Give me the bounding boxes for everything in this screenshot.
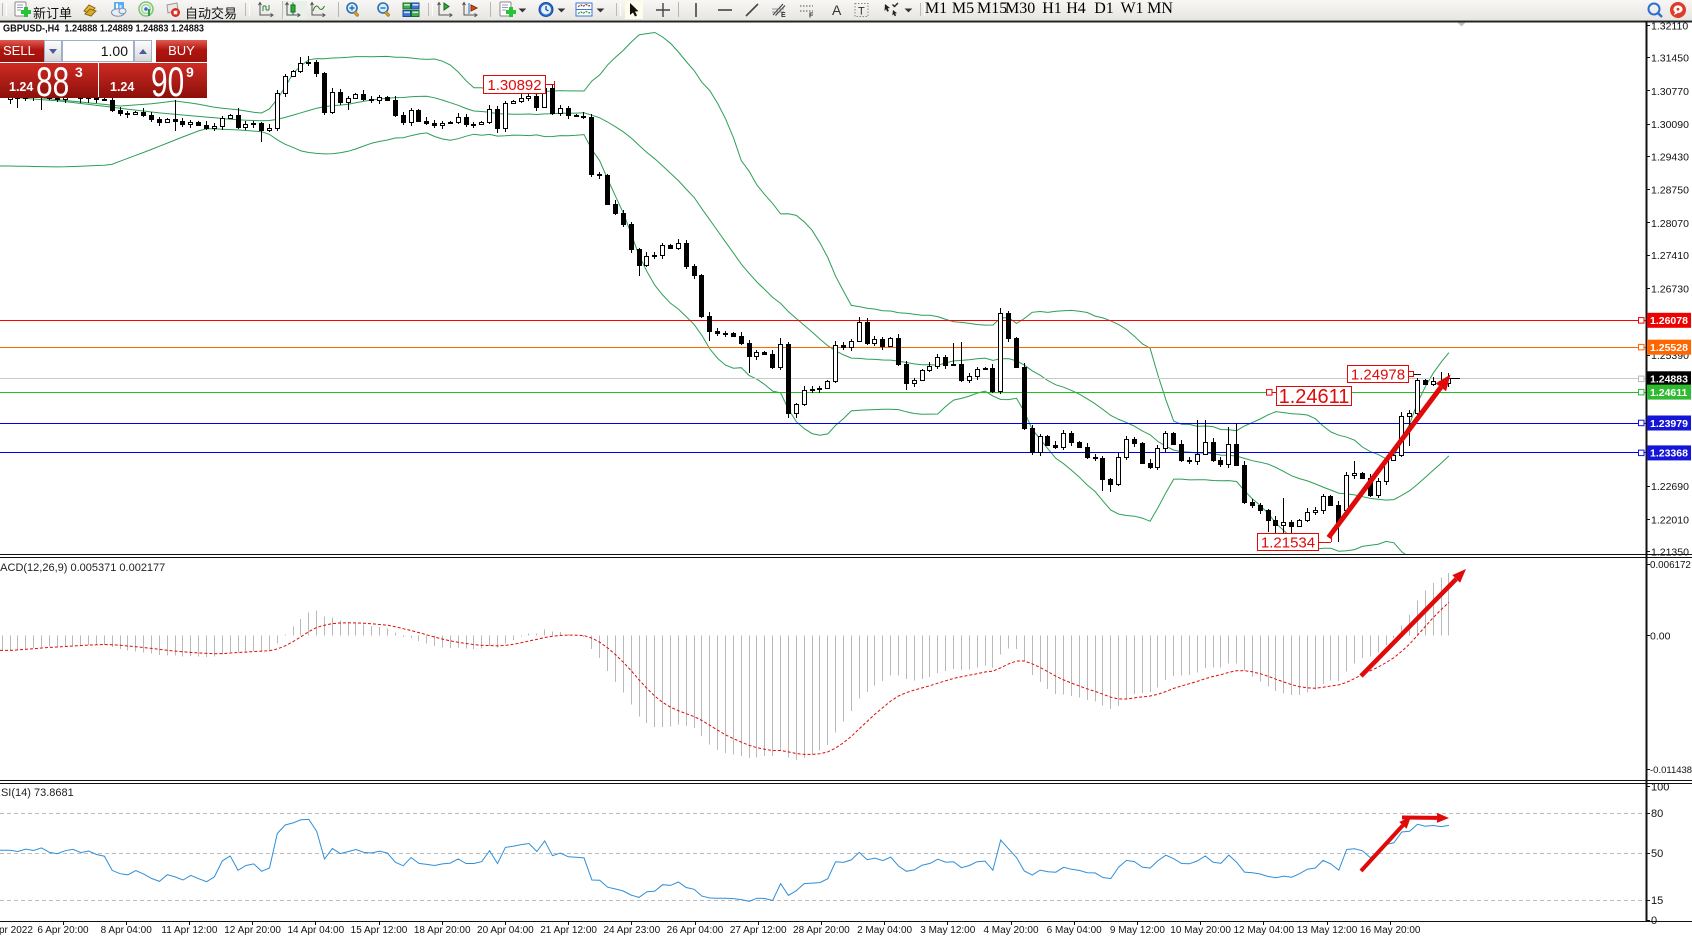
svg-text:1.25528: 1.25528 bbox=[1650, 342, 1688, 354]
svg-text:1.30770: 1.30770 bbox=[1651, 86, 1689, 98]
svg-text:GBPUSD-,H4 1.24888 1.24889 1.: GBPUSD-,H4 1.24888 1.24889 1.24883 1.248… bbox=[3, 23, 204, 35]
svg-text:9 May 12:00: 9 May 12:00 bbox=[1110, 925, 1165, 936]
svg-text:1.26730: 1.26730 bbox=[1651, 283, 1689, 295]
svg-text:1.23368: 1.23368 bbox=[1650, 448, 1688, 460]
svg-text:11 Apr 12:00: 11 Apr 12:00 bbox=[161, 925, 217, 936]
svg-text:1.31450: 1.31450 bbox=[1651, 53, 1689, 65]
svg-text:21 Apr 12:00: 21 Apr 12:00 bbox=[540, 925, 597, 936]
svg-text:3 May 12:00: 3 May 12:00 bbox=[920, 925, 975, 936]
svg-text:1.24611: 1.24611 bbox=[1650, 387, 1688, 399]
svg-text:24 Apr 23:00: 24 Apr 23:00 bbox=[603, 925, 660, 936]
svg-text:1.30090: 1.30090 bbox=[1651, 119, 1689, 131]
svg-text:50: 50 bbox=[1651, 848, 1663, 860]
svg-text:0.00: 0.00 bbox=[1650, 631, 1671, 643]
svg-text:A: A bbox=[832, 2, 842, 18]
svg-text:27 Apr 12:00: 27 Apr 12:00 bbox=[730, 925, 787, 936]
svg-text:4 May 20:00: 4 May 20:00 bbox=[983, 925, 1038, 936]
svg-text:F: F bbox=[809, 13, 814, 20]
svg-text:13 May 12:00: 13 May 12:00 bbox=[1297, 925, 1358, 936]
svg-text:12 May 04:00: 12 May 04:00 bbox=[1233, 925, 1294, 936]
svg-text:E: E bbox=[781, 12, 786, 19]
svg-text:1.21350: 1.21350 bbox=[1651, 547, 1689, 559]
svg-text:1.24883: 1.24883 bbox=[1650, 374, 1688, 386]
svg-text:1.22690: 1.22690 bbox=[1651, 481, 1689, 493]
svg-text:14 Apr 04:00: 14 Apr 04:00 bbox=[287, 925, 344, 936]
svg-text:0: 0 bbox=[1651, 915, 1657, 927]
svg-text:28 Apr 20:00: 28 Apr 20:00 bbox=[793, 925, 850, 936]
svg-text:pr 2022: pr 2022 bbox=[0, 925, 33, 936]
svg-text:1.22010: 1.22010 bbox=[1651, 514, 1689, 526]
svg-text:1.26078: 1.26078 bbox=[1650, 315, 1688, 327]
svg-text:2 May 04:00: 2 May 04:00 bbox=[857, 925, 912, 936]
svg-text:1.30892: 1.30892 bbox=[487, 77, 541, 94]
svg-text:1.28070: 1.28070 bbox=[1651, 218, 1689, 230]
svg-text:-0.011438: -0.011438 bbox=[1650, 765, 1692, 776]
svg-text:1.29430: 1.29430 bbox=[1651, 151, 1689, 163]
svg-text:16 May 20:00: 16 May 20:00 bbox=[1360, 925, 1421, 936]
svg-text:T: T bbox=[858, 6, 865, 18]
svg-text:8 Apr 04:00: 8 Apr 04:00 bbox=[101, 925, 153, 936]
svg-text:6 May 04:00: 6 May 04:00 bbox=[1047, 925, 1102, 936]
svg-text:1.23979: 1.23979 bbox=[1650, 418, 1688, 430]
svg-text:80: 80 bbox=[1651, 808, 1663, 820]
svg-text:26 Apr 04:00: 26 Apr 04:00 bbox=[667, 925, 724, 936]
svg-text:100: 100 bbox=[1651, 781, 1669, 793]
svg-text:1.24611: 1.24611 bbox=[1279, 386, 1350, 408]
svg-text:1.27410: 1.27410 bbox=[1651, 250, 1689, 262]
svg-text:0.006172: 0.006172 bbox=[1650, 560, 1691, 571]
svg-text:1.32110: 1.32110 bbox=[1651, 20, 1688, 32]
svg-text:MACD(12,26,9) 0.005371 0.00217: MACD(12,26,9) 0.005371 0.002177 bbox=[0, 562, 165, 574]
svg-text:1.21534: 1.21534 bbox=[1261, 534, 1315, 551]
svg-text:1.28750: 1.28750 bbox=[1651, 185, 1689, 197]
svg-text:15 Apr 12:00: 15 Apr 12:00 bbox=[351, 925, 408, 936]
svg-text:12 Apr 20:00: 12 Apr 20:00 bbox=[224, 925, 281, 936]
svg-text:RSI(14) 73.8681: RSI(14) 73.8681 bbox=[0, 787, 74, 799]
svg-text:6 Apr 20:00: 6 Apr 20:00 bbox=[37, 925, 89, 936]
svg-text:20 Apr 04:00: 20 Apr 04:00 bbox=[477, 925, 534, 936]
svg-text:1.24978: 1.24978 bbox=[1351, 366, 1405, 383]
svg-text:15: 15 bbox=[1651, 895, 1663, 907]
svg-text:18 Apr 20:00: 18 Apr 20:00 bbox=[414, 925, 471, 936]
svg-text:10 May 20:00: 10 May 20:00 bbox=[1170, 925, 1231, 936]
